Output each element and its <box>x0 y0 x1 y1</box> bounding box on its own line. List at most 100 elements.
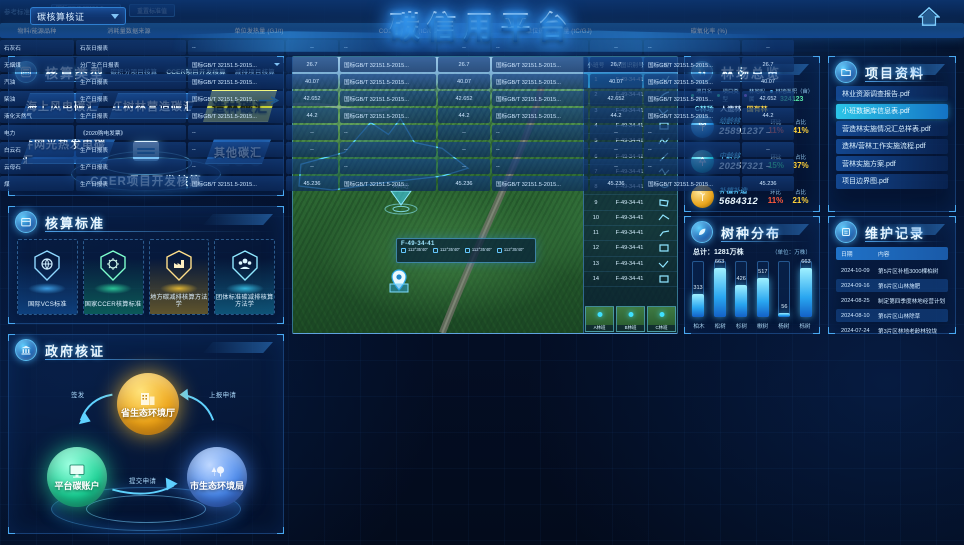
table-row[interactable]: 13 F-49-34-41 <box>584 257 677 272</box>
cell-material: 电力 <box>0 125 74 140</box>
map-pin-marker[interactable] <box>385 267 413 295</box>
table-row[interactable]: 汽油 生产日报表 国标GB/T 32151.5-2015... 40.07 国标GB/T… <box>0 74 964 89</box>
table-row[interactable]: 12 F-49-34-41 <box>584 241 677 257</box>
cell-carbon-standard[interactable]: -- <box>492 159 588 174</box>
camera-thumbnail[interactable]: B林班 <box>616 306 645 332</box>
stat-ring-label: 环比 <box>770 189 781 196</box>
cell-co2-standard[interactable]: -- <box>340 125 436 140</box>
node-city-bureau[interactable]: 市生态环境局 <box>187 447 247 507</box>
document-item[interactable]: 小班数据库信息表.pdf <box>836 103 948 119</box>
cell-heat-standard[interactable]: -- <box>188 125 284 140</box>
home-button[interactable] <box>917 6 941 26</box>
cell-carbon-standard[interactable]: 国标GB/T 32151.5-2015... <box>492 57 588 72</box>
table-row[interactable]: 液化天然气 生产日报表 国标GB/T 32151.5-2015... 44.2 国标GB… <box>0 108 964 123</box>
cell-oxidation-standard[interactable]: 国标GB/T 32151.5-2015... <box>644 176 740 191</box>
table-row[interactable]: 白云石 生产日报表 -- -- -- -- -- -- -- -- <box>0 142 964 157</box>
standard-card-vcs[interactable]: 国际VCS标准 <box>17 239 78 315</box>
cell-oxidation-standard[interactable]: 国标GB/T 32151.5-2015... <box>644 74 740 89</box>
table-row[interactable]: 14 F-49-34-41 <box>584 272 677 288</box>
position-thumb-icon[interactable] <box>651 198 677 208</box>
document-item[interactable]: 营造林实施情况汇总样表.pdf <box>836 121 948 136</box>
stat-share-label: 占比 <box>795 189 806 196</box>
cell-co2-standard[interactable]: -- <box>340 159 436 174</box>
maintenance-row[interactable]: 2024-08-25 制定第四季度林地经营计划 <box>836 294 948 307</box>
position-thumb-icon[interactable] <box>651 243 677 253</box>
cell-co2-standard[interactable]: 国标GB/T 32151.5-2015... <box>340 108 436 123</box>
cell-co2-standard[interactable]: -- <box>340 142 436 157</box>
chevron-down-icon[interactable] <box>274 63 280 66</box>
maintenance-row[interactable]: 2024-10-09 第5片区补植3000棵柏树 <box>836 264 948 277</box>
standard-value: -- <box>192 163 196 170</box>
cell-map-id: F-49-34-41 <box>615 276 644 282</box>
camera-thumbnail[interactable]: C林班 <box>647 306 676 332</box>
module-selector[interactable]: 碳核算核证 <box>30 7 126 25</box>
node-provincial-department[interactable]: 省生态环境厅 <box>117 373 179 435</box>
standard-card-ccer[interactable]: 国家CCER核算标准 <box>82 239 144 315</box>
cell-co2-standard[interactable]: 国标GB/T 32151.5-2015... <box>340 91 436 106</box>
home-icon <box>917 6 941 26</box>
cell-oxidation-standard[interactable]: 国标GB/T 32151.5-2015... <box>644 108 740 123</box>
tab-carbon-credit[interactable]: 碳积分项目核算 <box>110 69 158 76</box>
table-row[interactable]: 10 F-49-34-41 <box>584 211 677 226</box>
cell-heat-standard[interactable]: 国标GB/T 32151.5-2015... <box>188 74 284 89</box>
cell-co2-standard[interactable]: 国标GB/T 32151.5-2015... <box>340 57 436 72</box>
table-row[interactable]: 电力 《2020购电发票》 -- -- -- -- -- -- -- -- <box>0 125 964 140</box>
node-label: 省生态环境厅 <box>120 407 175 418</box>
cell-heat-standard[interactable]: 国标GB/T 32151.5-2015... <box>188 91 284 106</box>
bar-value: 56 <box>781 303 788 310</box>
cell-heat-standard[interactable]: 国标GB/T 32151.5-2015... <box>188 108 284 123</box>
node-platform-account[interactable]: 平台碳账户 <box>47 447 107 507</box>
table-row[interactable]: 11 F-49-34-41 <box>584 226 677 242</box>
position-thumb-icon[interactable] <box>651 213 677 223</box>
cell-co2-standard[interactable]: 国标GB/T 32151.5-2015... <box>340 74 436 89</box>
cell-carbon-standard[interactable]: -- <box>492 125 588 140</box>
maintenance-row[interactable]: 2024-09-16 第6片区山林施肥 <box>836 279 948 292</box>
cell-heat-standard[interactable]: 国标GB/T 32151.5-2015... <box>188 57 284 72</box>
document-item[interactable]: 营林实施方案.pdf <box>836 156 948 171</box>
cell-plot-no: 11 <box>592 230 599 237</box>
tab-reduction[interactable]: 减排项目核算 <box>234 69 275 76</box>
cell-oxidation-standard[interactable]: -- <box>644 125 740 140</box>
cell-carbon-standard[interactable]: -- <box>492 142 588 157</box>
cell-carbon-standard[interactable]: 国标GB/T 32151.5-2015... <box>492 176 588 191</box>
building-icon <box>141 392 155 405</box>
cell-oxidation-standard[interactable]: 国标GB/T 32151.5-2015... <box>644 91 740 106</box>
table-row[interactable]: 9 F-49-34-41 <box>584 195 677 211</box>
cell-date: 2024-08-25 <box>841 297 870 304</box>
cell-heat-standard[interactable]: 国标GB/T 32151.5-2015... <box>188 176 284 191</box>
table-row[interactable]: 无烟煤 分厂生产日报表 国标GB/T 32151.5-2015... 26.7 国标GB… <box>0 57 964 72</box>
camera-thumbnail[interactable]: A林班 <box>585 306 614 332</box>
position-thumb-icon[interactable] <box>651 136 677 146</box>
table-row[interactable]: 柴油 生产日报表 国标GB/T 32151.5-2015... 42.652 国标GB/… <box>0 91 964 106</box>
maintenance-row[interactable]: 2024-08-10 第6片区山林除草 <box>836 309 948 322</box>
cell-carbon-standard[interactable]: 国标GB/T 32151.5-2015... <box>492 108 588 123</box>
document-item[interactable]: 项目边界图.pdf <box>836 173 948 189</box>
cell-material: 煤 <box>0 176 74 191</box>
table-row[interactable]: 煤生产日报表 国标GB/T 32151.5-2015... 45.236 国标GB/T… <box>0 176 964 191</box>
cell-heat-standard[interactable]: -- <box>188 159 284 174</box>
maintenance-row[interactable]: 2024-07-24 第3片区林地老龄林较垅 <box>836 324 948 337</box>
cell-carbon-value: 26.7 <box>590 57 642 72</box>
coordinate-row: 112°35'40" 112°35'40" 112°35'40" 112°35'… <box>397 247 535 253</box>
stat-ring-value: 11% <box>767 195 784 205</box>
cell-plot-no: 13 <box>592 260 599 267</box>
position-thumb-icon[interactable] <box>651 274 677 284</box>
cell-oxidation-standard[interactable]: 国标GB/T 32151.5-2015... <box>644 57 740 72</box>
position-thumb-icon[interactable] <box>651 228 677 238</box>
standard-card-local[interactable]: 地方碳减排核算方法学 <box>148 239 210 315</box>
document-item[interactable]: 造林/营林工作实施流程.pdf <box>836 138 948 154</box>
cell-carbon-standard[interactable]: 国标GB/T 32151.5-2015... <box>492 74 588 89</box>
cell-heat-standard[interactable]: -- <box>188 142 284 157</box>
cell-oxidation-standard[interactable]: -- <box>644 142 740 157</box>
table-row[interactable]: 云母石 生产日报表 -- -- -- -- -- -- -- -- <box>0 159 964 174</box>
position-thumb-icon[interactable] <box>651 259 677 269</box>
leaf-icon <box>691 221 713 243</box>
cell-co2-standard[interactable]: 国标GB/T 32151.5-2015... <box>340 176 436 191</box>
standard-card-group[interactable]: 团体标准碳减排核算方法学 <box>214 239 275 315</box>
cell-oxidation-standard[interactable]: -- <box>644 159 740 174</box>
cell-date: 2024-07-24 <box>841 327 870 334</box>
cell-carbon-standard[interactable]: 国标GB/T 32151.5-2015... <box>492 91 588 106</box>
document-item[interactable]: 林业资源调查报告.pdf <box>836 86 948 101</box>
tab-ccer-dev[interactable]: CCER项目开发核算 <box>166 69 226 76</box>
cell-source: 生产日报表 <box>76 91 186 106</box>
